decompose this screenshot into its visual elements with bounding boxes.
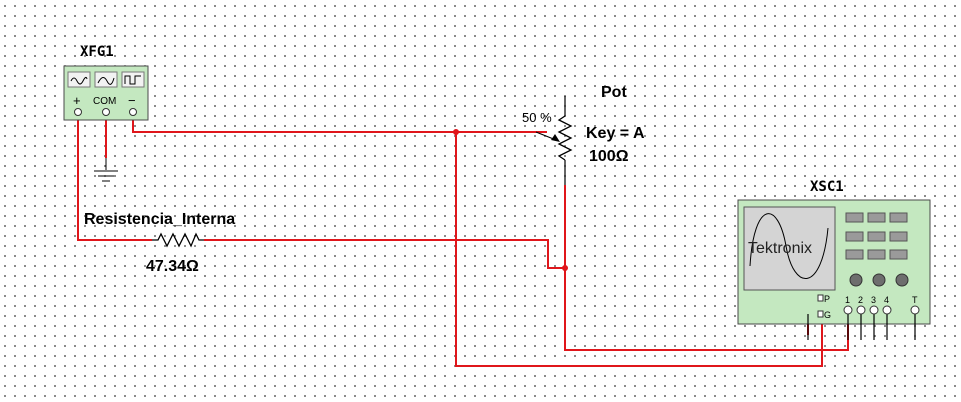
probe-g-terminal[interactable] [817, 310, 824, 318]
wire-to-scope-g[interactable] [455, 132, 823, 367]
terminal-com-label: COM [93, 96, 116, 107]
sine-button[interactable] [67, 71, 91, 88]
scope-button[interactable] [867, 212, 886, 223]
terminal-plus-label: + [73, 93, 81, 108]
resistor-symbol [152, 232, 204, 248]
channel-4-label: 4 [884, 295, 889, 305]
channel-2-label: 2 [858, 295, 863, 305]
terminal-plus[interactable] [74, 108, 82, 116]
probe-p-terminal[interactable] [817, 294, 824, 302]
function-generator-label: XFG1 [80, 44, 114, 60]
scope-button[interactable] [889, 231, 908, 242]
probe-g-label: G [824, 310, 831, 320]
square-icon [124, 75, 141, 85]
wires [77, 115, 849, 367]
scope-knob[interactable] [849, 273, 863, 287]
scope-button[interactable] [889, 212, 908, 223]
probe-p-label: P [824, 294, 830, 304]
resistor-name: Resistencia_Interna [84, 211, 235, 228]
terminal-minus-label: − [128, 93, 136, 108]
scope-knob[interactable] [895, 273, 909, 287]
potentiometer-key: Key = A [586, 125, 645, 142]
trigger-label: T [912, 295, 918, 305]
oscilloscope[interactable]: XSC1 Tektronix P G 1 2 3 4 T [737, 179, 931, 340]
channel-leads [807, 314, 916, 340]
wire-plus-to-resistor[interactable] [77, 115, 152, 241]
wiper-arrow-icon [551, 134, 560, 142]
scope-button[interactable] [889, 249, 908, 260]
trigger-terminal[interactable] [910, 305, 920, 315]
oscilloscope-buttons [845, 212, 908, 260]
potentiometer[interactable]: Pot 50 % Key = A 100Ω [522, 84, 645, 185]
wire-minus-to-pot[interactable] [132, 115, 547, 133]
scope-button[interactable] [867, 249, 886, 260]
potentiometer-value: 100Ω [589, 148, 629, 165]
waveform-trace [749, 213, 829, 279]
wire-resistor-to-node[interactable] [204, 239, 565, 269]
triangle-icon [97, 77, 115, 85]
scope-button[interactable] [845, 249, 864, 260]
scope-knob[interactable] [872, 273, 886, 287]
channel-1-label: 1 [845, 295, 850, 305]
potentiometer-symbol [557, 115, 573, 161]
oscilloscope-label: XSC1 [810, 179, 844, 195]
resistor-value: 47.34Ω [146, 258, 199, 275]
channel-4-terminal[interactable] [882, 305, 892, 315]
junction-dot [562, 265, 568, 271]
channel-1-terminal[interactable] [843, 305, 853, 315]
channel-3-label: 3 [871, 295, 876, 305]
channel-2-terminal[interactable] [856, 305, 866, 315]
resistor[interactable]: Resistencia_Interna 47.34Ω [84, 211, 235, 275]
ground-icon [94, 158, 118, 182]
scope-button[interactable] [845, 212, 864, 223]
terminal-com[interactable] [102, 108, 110, 116]
potentiometer-name: Pot [601, 84, 627, 101]
terminal-minus[interactable] [129, 108, 137, 116]
channel-3-terminal[interactable] [869, 305, 879, 315]
junction-dot [453, 129, 459, 135]
sine-icon [70, 76, 88, 85]
oscilloscope-brand: Tektronix [748, 240, 812, 257]
potentiometer-percent: 50 % [522, 110, 552, 125]
function-generator[interactable]: XFG1 + COM − [63, 44, 149, 121]
scope-button[interactable] [867, 231, 886, 242]
scope-button[interactable] [845, 231, 864, 242]
